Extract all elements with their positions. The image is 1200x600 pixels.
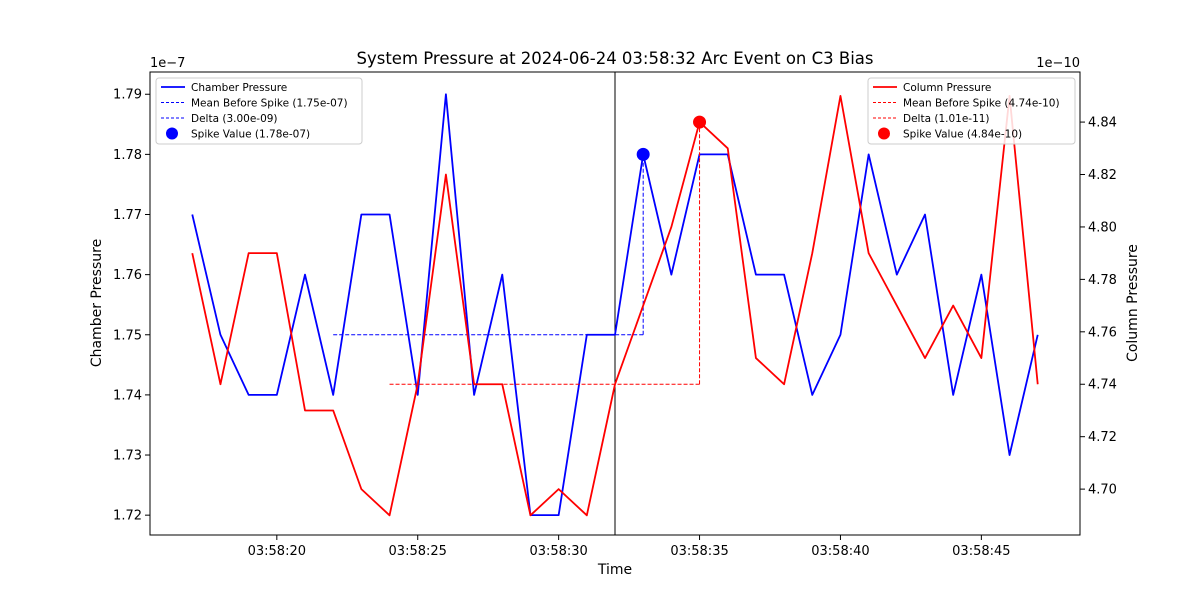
upper-left-legend: Chamber Pressure Mean Before Spike (1.75e… [155,77,363,145]
legend-box [155,77,363,145]
x-tick-label: 03:58:45 [952,544,1010,559]
right-y-tick-label: 4.72 [1088,430,1117,445]
column-series [191,94,1039,517]
x-tick-label: 03:58:35 [670,544,728,559]
column-pressure-line [191,94,1039,517]
left-y-tick-label: 1.73 [113,449,142,464]
legend-marker [878,127,890,140]
x-tick-label: 03:58:25 [389,544,447,559]
left-y-tick-label: 1.77 [113,208,142,223]
right-y-tick-label: 4.84 [1088,116,1117,131]
x-tick-label: 03:58:40 [811,544,869,559]
right-y-tick-label: 4.74 [1088,378,1117,393]
column-spike-marker [693,115,707,129]
x-tick-label: 03:58:20 [248,544,306,559]
upper-right-legend: Column Pressure Mean Before Spike (4.74e-… [867,77,1076,145]
left-axis-multiplier: 1e−7 [150,56,185,71]
right-y-tick-label: 4.76 [1088,325,1117,340]
legend-label: Column Pressure [903,82,991,94]
chamber-pressure-line [191,93,1039,517]
legend-label: Spike Value (1.78e-07) [191,128,310,140]
right-y-tick-label: 4.78 [1088,273,1117,288]
legend-label: Delta (1.01e-11) [903,113,990,125]
left-y-tick-label: 1.76 [113,268,142,283]
axes: 03:58:20 03:58:25 03:58:30 03:58:35 03:58:40… [113,71,1117,559]
legends: Chamber Pressure Mean Before Spike (1.75e… [155,77,1076,145]
right-axis-multiplier: 1e−10 [1036,56,1080,71]
left-y-tick-label: 1.72 [113,509,142,524]
chamber-spike-marker [636,147,650,161]
left-y-tick-label: 1.78 [113,148,142,163]
legend-label: Spike Value (4.84e-10) [903,128,1022,140]
chart-title: System Pressure at 2024-06-24 03:58:32 A… [357,49,874,68]
right-y-tick-label: 4.70 [1088,483,1117,498]
right-y-tick-label: 4.80 [1088,220,1117,235]
legend-label: Mean Before Spike (1.75e-07) [191,97,348,109]
x-tick-label: 03:58:30 [529,544,587,559]
left-y-tick-label: 1.79 [113,88,142,103]
legend-box [867,77,1076,145]
legend-label: Mean Before Spike (4.74e-10) [903,97,1060,109]
right-y-tick-label: 4.82 [1088,168,1117,183]
left-y-axis-label: Chamber Pressure [89,239,105,367]
legend-label: Chamber Pressure [191,82,287,94]
legend-marker [166,127,178,140]
legend-label: Delta (3.00e-09) [191,113,278,125]
plot-frame [149,71,1081,536]
plot-area [191,72,1039,535]
left-y-tick-label: 1.74 [113,388,142,403]
right-y-axis-label: Column Pressure [1125,244,1141,362]
x-axis-label: Time [597,562,632,578]
left-y-tick-label: 1.75 [113,328,142,343]
